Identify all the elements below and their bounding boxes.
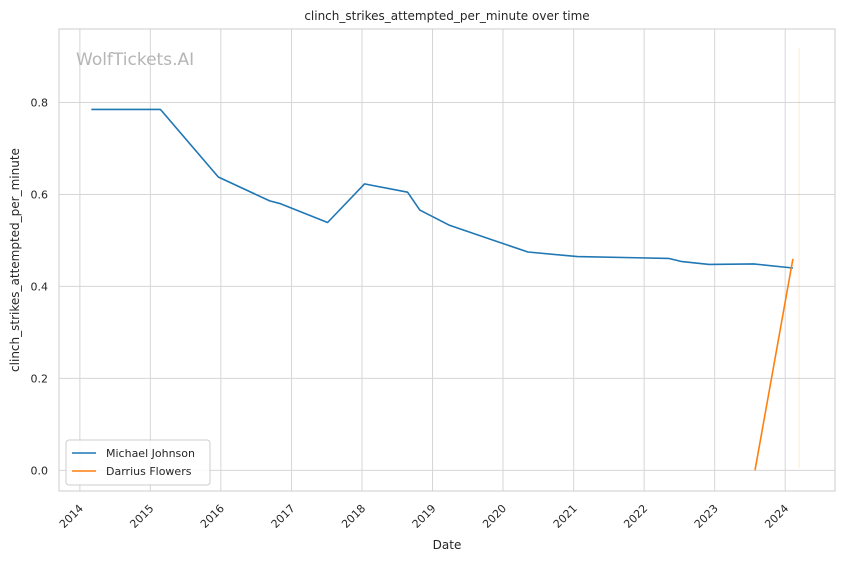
series-line-darrius-flowers — [754, 258, 794, 471]
y-tick-labels: 0.0 0.2 0.4 0.6 0.8 — [31, 97, 49, 478]
watermark-text: WolfTickets.AI — [76, 50, 194, 70]
chart-title: clinch_strikes_attempted_per_minute over… — [304, 9, 589, 23]
legend-label-michael-johnson: Michael Johnson — [106, 447, 195, 460]
y-tick-label: 0.4 — [31, 280, 49, 293]
x-axis-label: Date — [433, 538, 462, 552]
x-tick-label: 2015 — [127, 502, 156, 531]
legend-label-darrius-flowers: Darrius Flowers — [106, 465, 192, 478]
x-tick-label: 2021 — [551, 502, 580, 531]
x-tick-label: 2014 — [57, 502, 86, 531]
x-tick-label: 2024 — [762, 502, 791, 531]
series-line-michael-johnson — [91, 108, 793, 269]
x-tick-label: 2022 — [621, 502, 650, 531]
y-axis-label: clinch_strikes_attempted_per_minute — [8, 148, 22, 372]
y-tick-label: 0.8 — [31, 97, 49, 110]
y-tick-label: 0.2 — [31, 372, 49, 385]
plot-frame — [58, 28, 836, 492]
legend: Michael Johnson Darrius Flowers — [65, 439, 211, 486]
x-gridlines — [79, 29, 786, 491]
y-tick-label: 0.6 — [31, 188, 49, 201]
x-tick-label: 2016 — [198, 502, 227, 531]
series-lines — [91, 108, 794, 471]
x-tick-label: 2017 — [269, 502, 298, 531]
y-gridlines — [59, 102, 835, 471]
x-tick-label: 2020 — [480, 502, 509, 531]
x-tick-label: 2019 — [410, 502, 439, 531]
x-tick-label: 2023 — [692, 502, 721, 531]
x-tick-labels: 2014 2015 2016 2017 2018 2019 2020 2021 2022 2023… — [57, 502, 791, 531]
legend-box — [65, 439, 211, 486]
x-tick-label: 2018 — [339, 502, 368, 531]
y-tick-label: 0.0 — [31, 464, 49, 477]
